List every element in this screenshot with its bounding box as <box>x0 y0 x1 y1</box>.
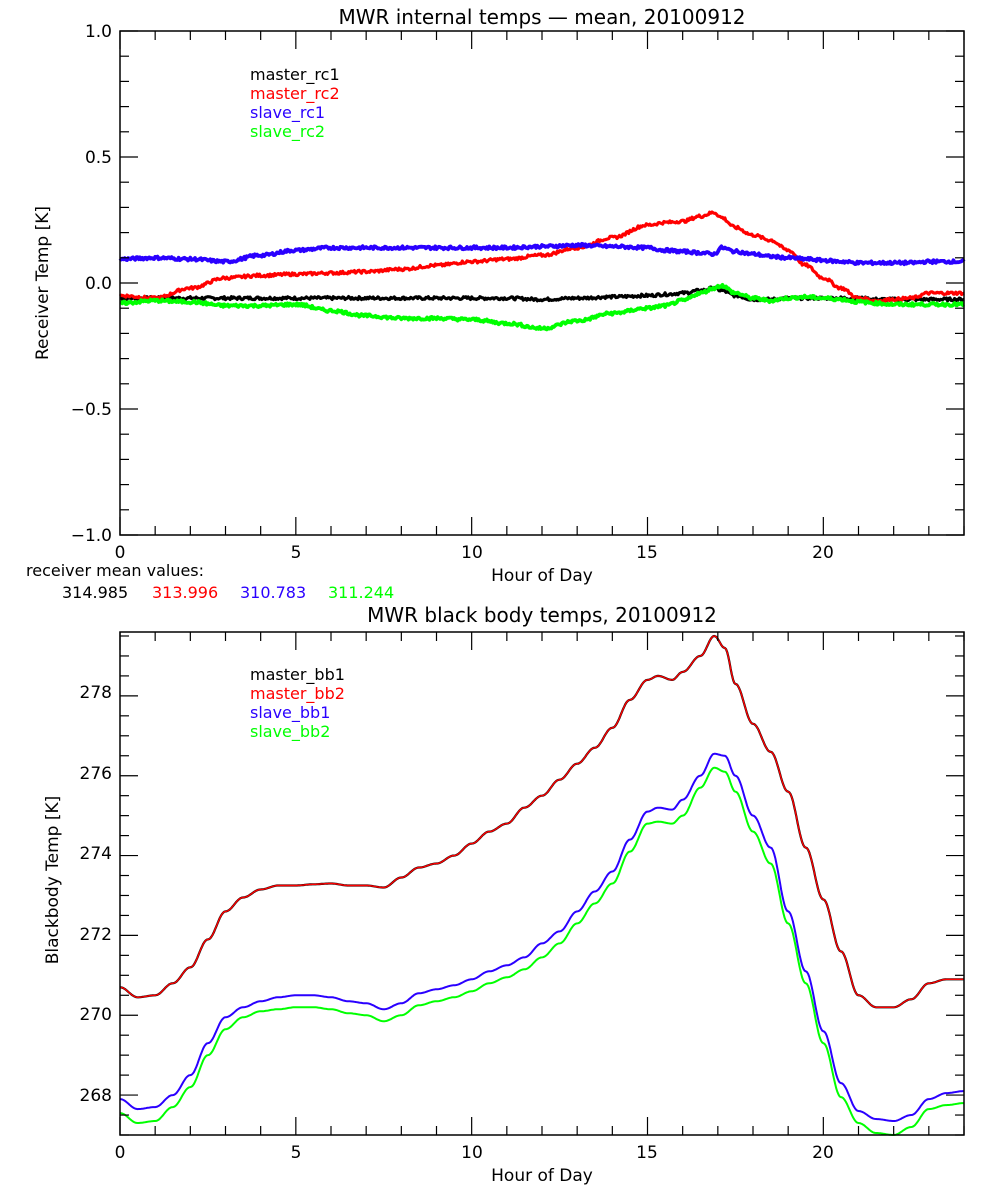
mean-value: 311.244 <box>328 583 394 602</box>
x-tick-label: 15 <box>636 1143 658 1163</box>
legend-entry: master_bb1 <box>250 665 345 685</box>
y-tick-label: 0.0 <box>85 274 112 294</box>
chart-title: MWR black body temps, 20100912 <box>367 603 717 627</box>
x-axis-label: Hour of Day <box>491 1166 593 1186</box>
y-axis-label: Blackbody Temp [K] <box>43 796 63 965</box>
x-tick-label: 10 <box>461 543 483 563</box>
blackbody-temp-chart: MWR black body temps, 20100912 0 5 10 15… <box>43 603 965 1186</box>
receiver-temp-chart: MWR internal temps — mean, 20100912 0 5 … <box>26 5 966 602</box>
series-lines <box>118 210 966 332</box>
y-tick-label: 0.5 <box>85 148 112 168</box>
y-tick-label: 272 <box>80 925 112 945</box>
y-tick-label: 270 <box>80 1005 112 1025</box>
axis-ticks <box>119 30 965 536</box>
legend-entry: master_bb2 <box>250 684 345 704</box>
series-line-master-rc2 <box>118 210 965 304</box>
x-tick-label: 5 <box>291 543 302 563</box>
y-tick-label: −1.0 <box>71 526 112 546</box>
legend-entry: slave_rc1 <box>250 103 325 123</box>
axis-ticks <box>119 632 965 1136</box>
y-tick-label: 276 <box>80 764 112 784</box>
series-line-master-bb1 <box>119 634 964 1009</box>
y-tick-label: 1.0 <box>85 22 112 42</box>
x-tick-label: 10 <box>461 1143 483 1163</box>
plot-frame <box>119 631 965 1136</box>
x-axis-label: Hour of Day <box>491 566 593 586</box>
series-line-slave-bb2 <box>119 766 964 1136</box>
chart-title: MWR internal temps — mean, 20100912 <box>338 5 745 29</box>
legend-entry: slave_rc2 <box>250 122 325 142</box>
y-tick-label: −0.5 <box>71 400 112 420</box>
legend-entry: master_rc2 <box>250 84 340 104</box>
legend-entry: master_rc1 <box>250 65 340 85</box>
legend-entry: slave_bb1 <box>250 703 330 723</box>
x-tick-label: 5 <box>291 1143 302 1163</box>
x-tick-label: 20 <box>812 1143 834 1163</box>
series-line-slave-bb1 <box>119 752 964 1122</box>
mean-value: 314.985 <box>62 583 128 602</box>
mean-value: 313.996 <box>152 583 218 602</box>
x-tick-label: 20 <box>812 543 834 563</box>
x-tick-label: 15 <box>636 543 658 563</box>
x-tick-label: 0 <box>115 543 126 563</box>
mean-value: 310.783 <box>240 583 306 602</box>
y-tick-label: 274 <box>80 844 112 864</box>
y-tick-label: 278 <box>80 683 112 703</box>
legend-entry: slave_bb2 <box>250 722 330 742</box>
plot-frame <box>119 30 965 536</box>
series-line-slave-rc2 <box>119 282 965 332</box>
y-tick-label: 268 <box>80 1086 112 1106</box>
series-line-master-bb2 <box>119 635 964 1008</box>
series-lines <box>119 634 964 1136</box>
y-axis-label: Receiver Temp [K] <box>33 206 53 360</box>
series-line-slave-rc1 <box>118 241 966 267</box>
mean-values-label: receiver mean values: <box>26 561 204 580</box>
x-tick-label: 0 <box>115 1143 126 1163</box>
